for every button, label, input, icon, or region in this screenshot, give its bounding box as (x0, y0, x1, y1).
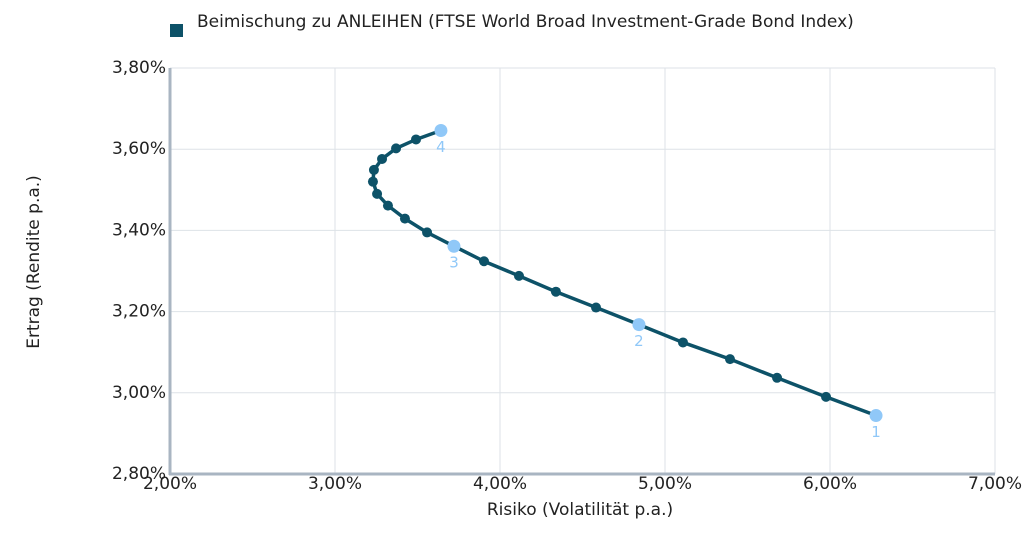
point (367, 176, 378, 187)
x-tick-label: 5,00% (638, 474, 692, 494)
x-tick-label: 7,00% (968, 474, 1022, 494)
point (677, 337, 688, 348)
y-tick-label: 3,60% (112, 139, 166, 159)
x-tick-label: 3,00% (308, 474, 362, 494)
point (869, 409, 883, 423)
point (382, 200, 393, 211)
point (591, 302, 602, 313)
point (377, 153, 388, 164)
point (434, 124, 448, 138)
y-tick-label: 3,80% (112, 58, 166, 78)
x-axis-title: Risiko (Volatilität p.a.) (487, 500, 673, 520)
point (513, 270, 524, 281)
point (399, 213, 410, 224)
y-tick-label: 2,80% (112, 464, 166, 484)
legend-swatch (170, 24, 183, 37)
point-label: 3 (449, 254, 459, 272)
point (632, 318, 646, 332)
point (372, 188, 383, 199)
x-tick-label: 4,00% (473, 474, 527, 494)
y-tick-label: 3,00% (112, 383, 166, 403)
point (422, 227, 433, 238)
point (447, 239, 461, 253)
point (391, 143, 402, 154)
legend-label: Beimischung zu ANLEIHEN (FTSE World Broa… (197, 12, 854, 32)
point (725, 354, 736, 365)
y-tick-label: 3,40% (112, 220, 166, 240)
point (368, 164, 379, 175)
point (772, 372, 783, 383)
point (821, 391, 832, 402)
point (550, 286, 561, 297)
line (371, 128, 877, 418)
point (411, 134, 422, 145)
x-tick-label: 6,00% (803, 474, 857, 494)
x-tick-label: 2,00% (143, 474, 197, 494)
point-label: 4 (436, 138, 446, 156)
point-label: 1 (871, 423, 881, 441)
point (478, 256, 489, 267)
y-tick-label: 3,20% (112, 302, 166, 322)
y-axis-title: Ertrag (Rendite p.a.) (24, 175, 44, 349)
point-label: 2 (634, 332, 644, 350)
